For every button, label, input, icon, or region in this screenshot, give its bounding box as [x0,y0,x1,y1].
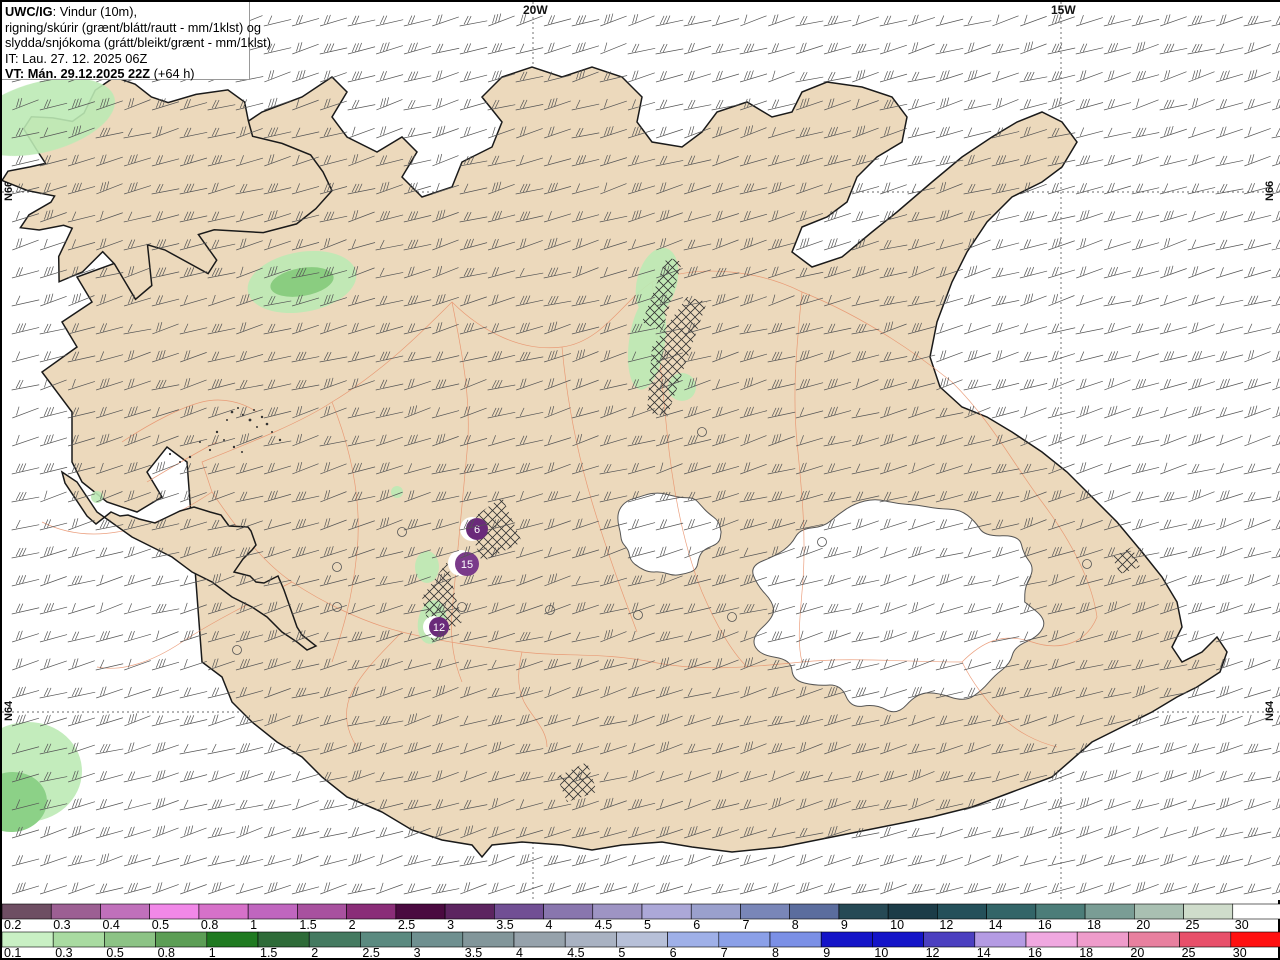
svg-text:3: 3 [414,946,421,960]
svg-text:7: 7 [721,946,728,960]
svg-text:0.8: 0.8 [201,918,218,932]
svg-text:3: 3 [447,918,454,932]
svg-text:N66: N66 [1264,181,1276,201]
svg-text:4.5: 4.5 [567,946,584,960]
svg-text:20: 20 [1136,918,1150,932]
svg-text:16: 16 [1028,946,1042,960]
svg-text:12: 12 [939,918,953,932]
svg-text:4: 4 [516,946,523,960]
svg-text:6: 6 [670,946,677,960]
svg-text:20W: 20W [523,3,548,17]
svg-text:25: 25 [1182,946,1196,960]
svg-text:10: 10 [874,946,888,960]
svg-text:30: 30 [1235,918,1249,932]
svg-text:15: 15 [461,559,473,571]
svg-text:25: 25 [1186,918,1200,932]
svg-text:0.1: 0.1 [4,946,21,960]
svg-text:16: 16 [1038,918,1052,932]
svg-text:2.5: 2.5 [398,918,415,932]
svg-text:12: 12 [926,946,940,960]
svg-text:0.3: 0.3 [53,918,70,932]
svg-text:1.5: 1.5 [299,918,316,932]
svg-text:N64: N64 [3,700,15,721]
svg-text:3.5: 3.5 [465,946,482,960]
svg-text:20: 20 [1130,946,1144,960]
svg-text:0.3: 0.3 [55,946,72,960]
svg-text:7: 7 [742,918,749,932]
svg-text:N64: N64 [1264,700,1276,721]
svg-text:5: 5 [618,946,625,960]
svg-text:0.2: 0.2 [4,918,21,932]
svg-text:9: 9 [823,946,830,960]
svg-text:5: 5 [644,918,651,932]
svg-text:1.5: 1.5 [260,946,277,960]
svg-text:2.5: 2.5 [362,946,379,960]
svg-text:30: 30 [1233,946,1247,960]
svg-text:14: 14 [977,946,991,960]
svg-text:0.5: 0.5 [106,946,123,960]
svg-text:18: 18 [1079,946,1093,960]
svg-text:2: 2 [311,946,318,960]
svg-text:18: 18 [1087,918,1101,932]
svg-text:6: 6 [693,918,700,932]
svg-text:4.5: 4.5 [595,918,612,932]
svg-text:14: 14 [989,918,1003,932]
svg-text:1: 1 [209,946,216,960]
svg-text:9: 9 [841,918,848,932]
svg-text:10: 10 [890,918,904,932]
svg-text:1: 1 [250,918,257,932]
svg-text:0.8: 0.8 [158,946,175,960]
svg-text:2: 2 [349,918,356,932]
svg-text:8: 8 [772,946,779,960]
svg-text:8: 8 [792,918,799,932]
svg-text:4: 4 [546,918,553,932]
svg-text:15W: 15W [1051,3,1076,17]
svg-text:0.4: 0.4 [102,918,119,932]
svg-text:3.5: 3.5 [496,918,513,932]
svg-text:0.5: 0.5 [152,918,169,932]
